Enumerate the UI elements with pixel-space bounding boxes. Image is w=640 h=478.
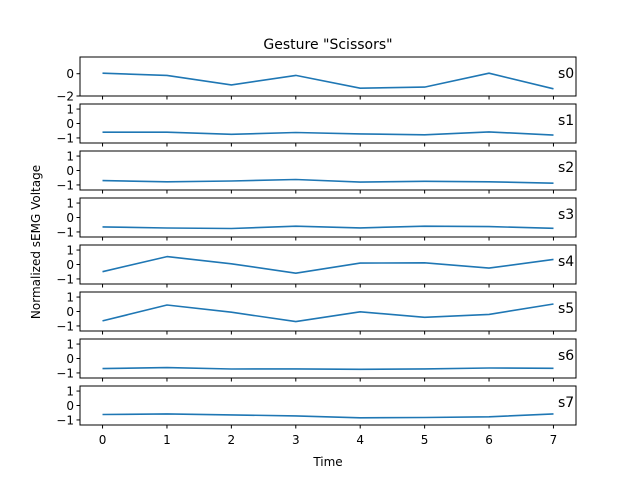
series-label-s6: s6 <box>558 348 574 364</box>
x-tick-label: 5 <box>421 433 429 447</box>
y-tick-label: 0 <box>66 67 74 81</box>
y-tick-label: −1 <box>56 413 74 427</box>
y-tick-label: 0 <box>66 164 74 178</box>
subplot-panels: −20 s0−101s1−101s2−101s3−101s4−101s5−101s… <box>56 56 577 429</box>
chart-title: Gesture "Scissors" <box>263 37 392 53</box>
y-tick-label: 1 <box>66 103 74 117</box>
subplot-s3: −101 s3 <box>56 197 577 241</box>
series-line-s6 <box>102 366 554 371</box>
subplot-frame <box>79 56 577 97</box>
x-tick-label: 0 <box>99 433 107 447</box>
y-tick-label: 1 <box>66 150 74 164</box>
series-label-s3: s3 <box>558 207 574 223</box>
subplot-s4: −101 s4 <box>56 244 577 288</box>
y-tick-label: 0 <box>66 399 74 413</box>
series-label-s4: s4 <box>558 254 574 270</box>
y-tick-label: −1 <box>56 272 74 286</box>
series-line-s7 <box>102 413 554 419</box>
series-label-s0: s0 <box>558 66 574 82</box>
y-tick-label: 0 <box>66 211 74 225</box>
subplot-frame <box>79 338 577 379</box>
y-tick-label: 1 <box>66 338 74 352</box>
subplot-s7: −101 s7 <box>56 385 577 429</box>
x-axis: 0 1 2 3 4 5 6 7 <box>99 433 558 447</box>
x-tick-label: 4 <box>356 433 364 447</box>
y-tick-label: 0 <box>66 258 74 272</box>
series-line-s4 <box>102 255 554 275</box>
series-label-s1: s1 <box>558 113 574 129</box>
y-tick-label: 1 <box>66 197 74 211</box>
series-line-s2 <box>102 178 554 184</box>
subplot-s0: −2 0 s0 <box>56 56 577 104</box>
series-line-s3 <box>102 225 554 230</box>
subplot-frame <box>79 150 577 191</box>
series-line-s0 <box>102 72 554 90</box>
y-tick-label: −1 <box>56 225 74 239</box>
y-tick-label: 1 <box>66 244 74 258</box>
x-tick-label: 1 <box>163 433 171 447</box>
subplot-s1: −101 s1 <box>56 103 577 147</box>
subplot-s6: −101 s6 <box>56 338 577 382</box>
subplot-frame <box>79 244 577 285</box>
y-tick-label: 0 <box>66 352 74 366</box>
series-label-s7: s7 <box>558 395 574 411</box>
y-tick-label: −1 <box>56 131 74 145</box>
y-axis-title: Normalized sEMG Voltage <box>29 165 43 319</box>
subplot-s5: −101 s5 <box>56 291 577 335</box>
x-tick-label: 2 <box>228 433 236 447</box>
y-tick-label: −1 <box>56 319 74 333</box>
series-line-s5 <box>102 303 554 323</box>
subplot-frame <box>79 385 577 426</box>
subplot-frame <box>79 103 577 144</box>
series-label-s2: s2 <box>558 160 574 176</box>
series-line-s1 <box>102 131 554 136</box>
y-tick-label: 0 <box>66 305 74 319</box>
y-tick-label: 0 <box>66 117 74 131</box>
subplot-frame <box>79 197 577 238</box>
x-tick-label: 6 <box>485 433 493 447</box>
subplot-frame <box>79 291 577 332</box>
y-tick-label: −2 <box>56 90 74 104</box>
y-tick-label: 1 <box>66 291 74 305</box>
y-tick-label: 1 <box>66 385 74 399</box>
x-tick-label: 3 <box>292 433 300 447</box>
series-label-s5: s5 <box>558 301 574 317</box>
y-tick-label: −1 <box>56 366 74 380</box>
x-tick-label: 7 <box>550 433 558 447</box>
subplot-s2: −101 s2 <box>56 150 577 194</box>
y-tick-label: −1 <box>56 178 74 192</box>
x-axis-title: Time <box>312 455 342 469</box>
